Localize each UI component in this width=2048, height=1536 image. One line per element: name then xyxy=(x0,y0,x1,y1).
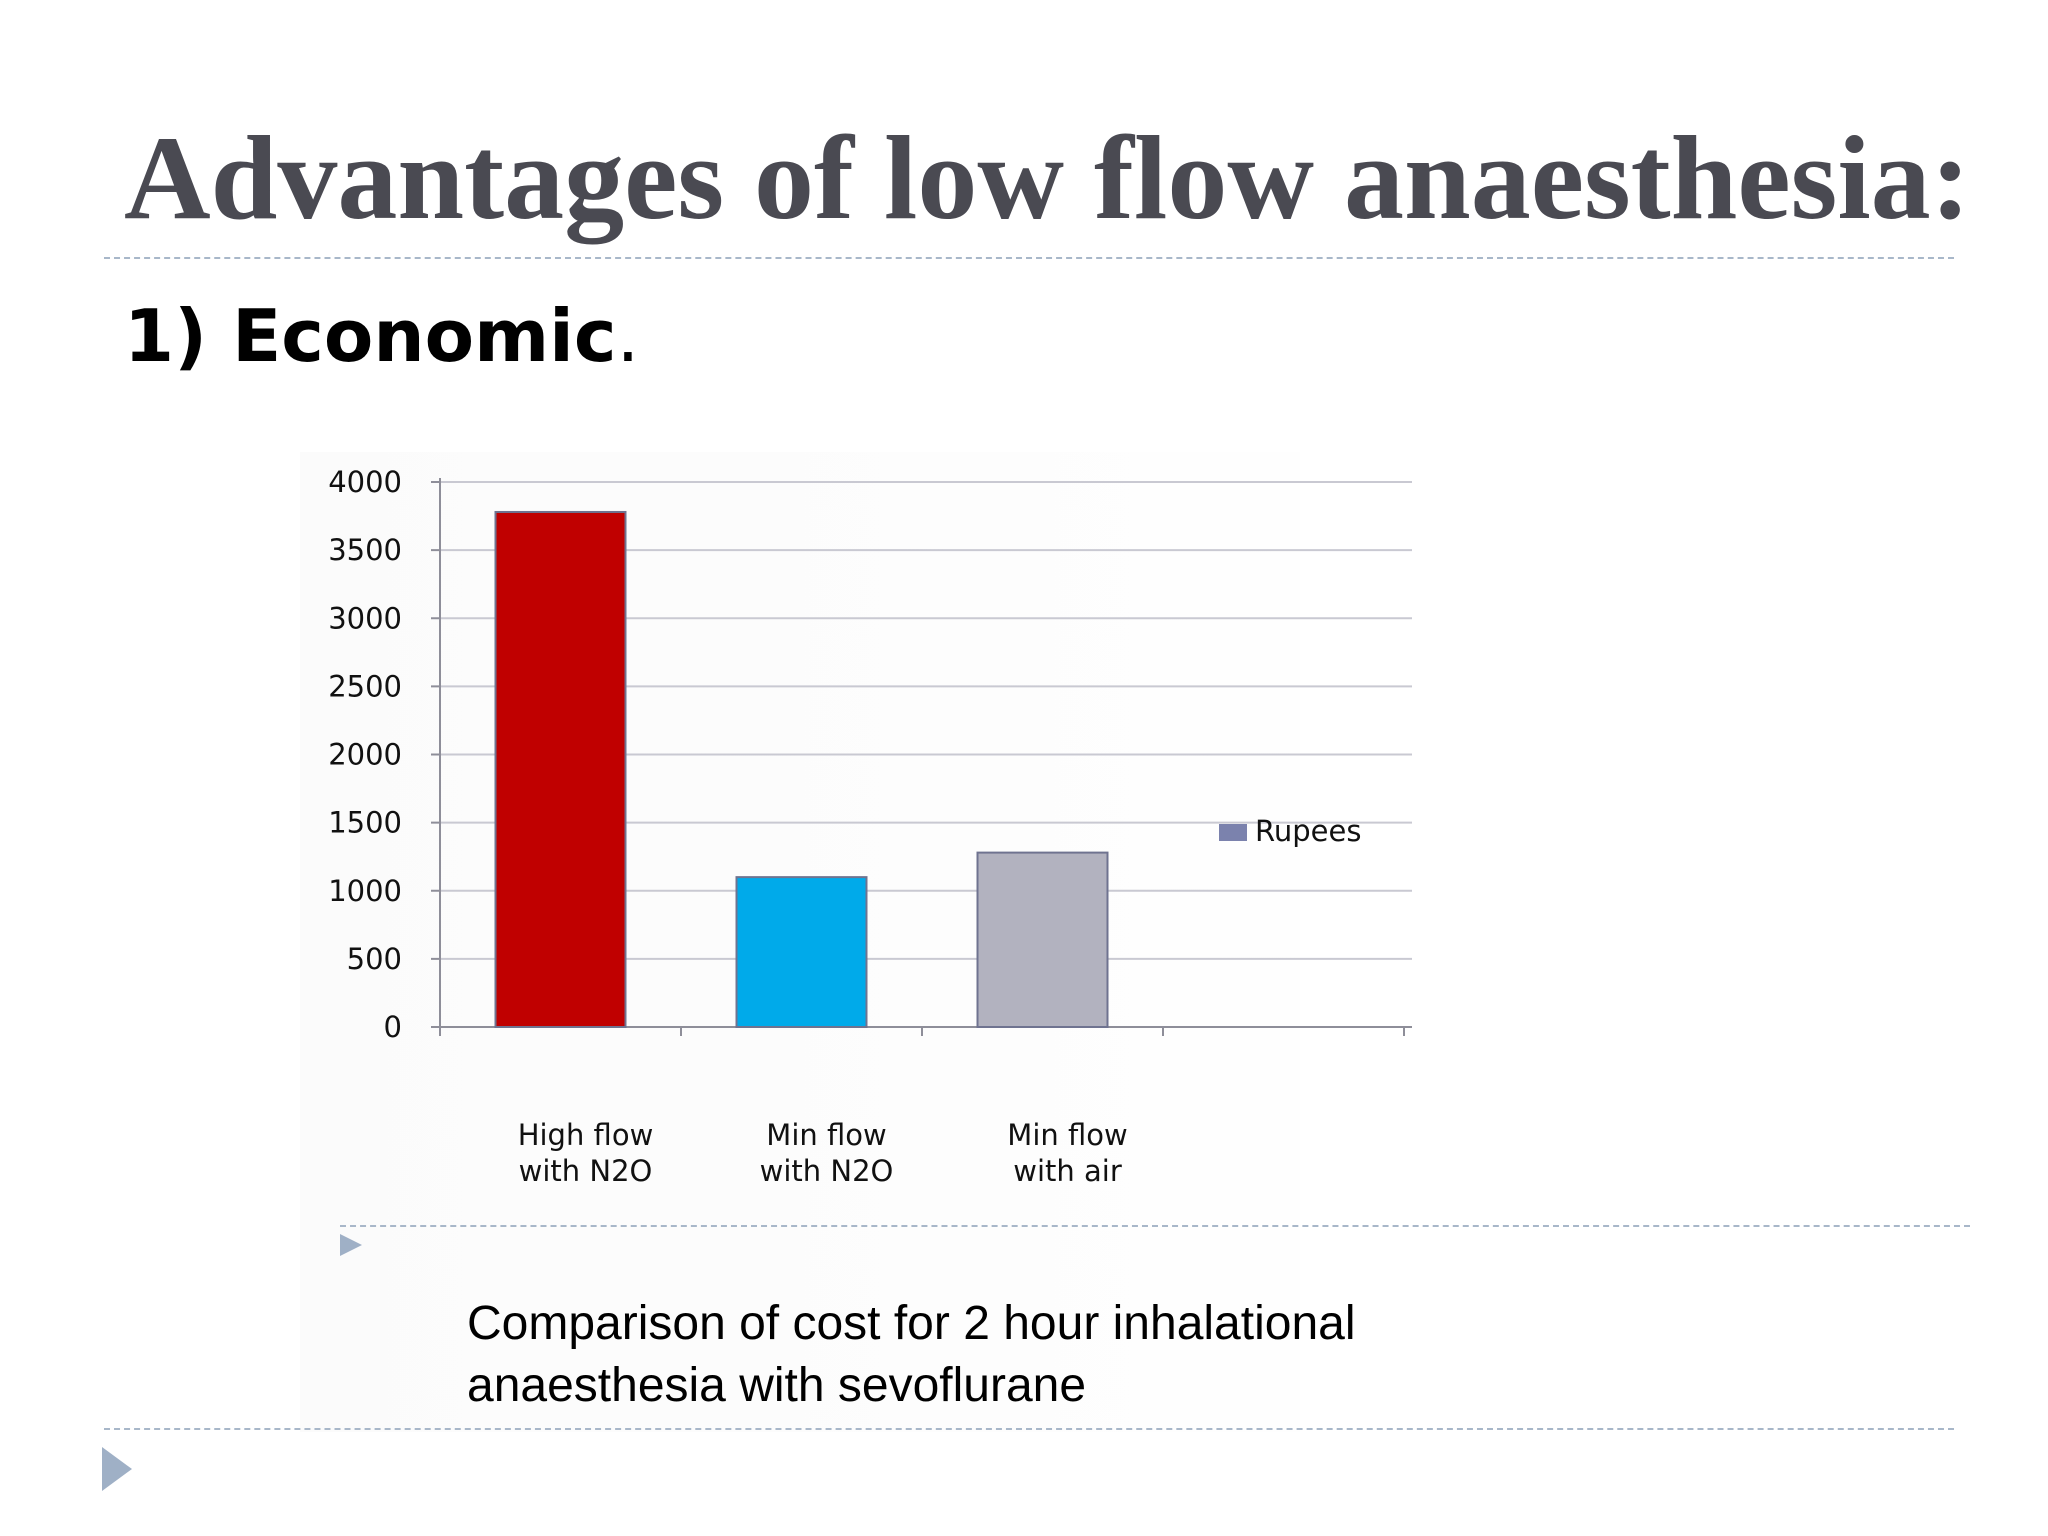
slide-title: Advantages of low flow anaesthesia: xyxy=(124,111,1971,244)
slide-arrow-icon xyxy=(102,1447,132,1491)
legend-swatch xyxy=(1219,824,1247,841)
y-tick-label: 1500 xyxy=(328,806,402,840)
footer-divider xyxy=(104,1428,1954,1430)
section-heading: 1) Economic. xyxy=(124,300,639,372)
bar-2 xyxy=(735,876,868,1028)
bullet-arrow-icon xyxy=(340,1234,362,1256)
bar-3 xyxy=(976,851,1109,1028)
x-category-label: High flow xyxy=(518,1118,654,1152)
y-tick-label: 3000 xyxy=(328,601,402,635)
y-tick-label: 0 xyxy=(384,1010,402,1044)
heading-text: 1) Economic xyxy=(124,294,617,378)
x-category-label: with air xyxy=(1013,1154,1122,1188)
y-tick-label: 1000 xyxy=(328,874,402,908)
x-category-label: Min flow xyxy=(1007,1118,1127,1152)
x-category-label: with N2O xyxy=(519,1154,653,1188)
y-tick-label: 3500 xyxy=(328,533,402,567)
caption-line-2: anaesthesia with sevoflurane xyxy=(467,1359,1087,1412)
y-tick-label: 4000 xyxy=(328,465,402,499)
heading-period: . xyxy=(616,294,640,378)
x-category-label: Min flow xyxy=(766,1118,886,1152)
title-divider xyxy=(104,257,1954,259)
chart-caption: Comparison of cost for 2 hour inhalation… xyxy=(467,1293,1567,1417)
caption-line-1: Comparison of cost for 2 hour inhalation… xyxy=(467,1297,1356,1350)
legend-label: Rupees xyxy=(1255,814,1361,848)
y-tick-label: 2500 xyxy=(328,669,402,703)
x-category-label: with N2O xyxy=(760,1154,894,1188)
y-tick-label: 500 xyxy=(347,942,402,976)
inner-divider xyxy=(340,1225,1970,1227)
bar-1 xyxy=(494,510,627,1029)
cost-bar-chart: 0 500 1000 1500 2000 2500 3000 3500 4000 High flo… xyxy=(328,465,1412,1188)
y-tick-label: 2000 xyxy=(328,738,402,772)
